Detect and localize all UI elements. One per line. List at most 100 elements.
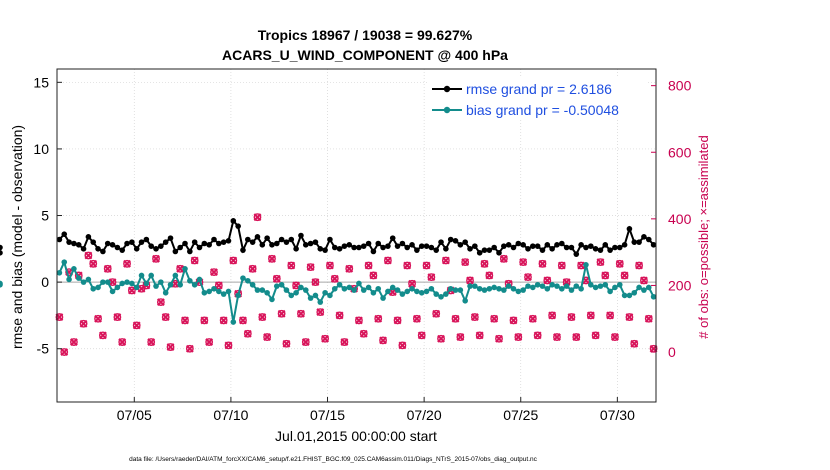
obs-assimilated-point — [359, 329, 368, 338]
bias-point — [201, 289, 208, 296]
obs-possible-point — [475, 331, 484, 340]
data-file-footer: data file: /Users/raeder/DAI/ATM_forcXX/… — [129, 456, 538, 463]
obs-assimilated-point — [335, 311, 344, 320]
rmse-point — [501, 243, 507, 249]
bias-point — [191, 281, 198, 288]
bias-point — [476, 285, 483, 292]
bias-point — [452, 287, 459, 293]
obs-assimilated-point — [528, 314, 537, 323]
rmse-point — [148, 243, 154, 249]
bias-point — [124, 279, 130, 285]
obs-possible-point — [553, 333, 561, 341]
bias-point — [356, 280, 362, 287]
rmse-point — [302, 242, 309, 248]
obs-assimilated-point — [364, 261, 373, 270]
obs-possible-point — [239, 316, 247, 325]
obs-assimilated-point — [239, 316, 247, 325]
obs-possible-point — [335, 311, 344, 320]
bias-point — [496, 285, 502, 292]
rmse-point — [486, 247, 493, 253]
rmse-point — [385, 243, 391, 249]
obs-possible-point — [364, 261, 373, 270]
obs-assimilated-point — [533, 331, 542, 340]
plot-area — [57, 69, 656, 402]
bias-point — [457, 287, 464, 293]
obs-assimilated-point — [456, 333, 465, 341]
bias-point — [602, 281, 609, 288]
obs-possible-point — [437, 334, 445, 343]
rmse-point — [544, 242, 551, 248]
rmse-point — [530, 243, 536, 249]
obs-possible-point — [485, 271, 494, 280]
bias-point — [650, 293, 657, 300]
obs-assimilated-point — [562, 278, 571, 287]
obs-possible-point — [519, 258, 528, 267]
obs-possible-point — [625, 313, 634, 321]
obs-possible-point — [620, 271, 629, 280]
obs-possible-point — [427, 273, 436, 282]
legend-bias-marker — [443, 106, 451, 114]
rmse-point — [143, 236, 150, 243]
obs-possible-point — [200, 316, 209, 325]
obs-possible-point — [611, 333, 619, 341]
obs-possible-point — [422, 261, 431, 270]
obs-possible-point — [470, 313, 479, 321]
rmse-point — [616, 244, 623, 251]
bias-point — [80, 279, 87, 285]
obs-possible-point — [499, 254, 508, 263]
obs-assimilated-point — [514, 333, 523, 341]
bias-point — [534, 281, 541, 288]
bias-point — [211, 285, 217, 292]
rmse-point — [85, 234, 92, 240]
obs-assimilated-point — [577, 261, 586, 270]
obs-possible-point — [301, 338, 310, 346]
obs-possible-point — [572, 333, 581, 341]
obs-assimilated-point — [485, 271, 494, 280]
obs-possible-point — [359, 329, 368, 338]
obs-possible-point — [311, 278, 320, 287]
obs-assimilated-point — [258, 313, 267, 321]
bias-point — [317, 299, 324, 305]
bias-point — [587, 281, 594, 288]
bias-point — [409, 285, 415, 292]
rmse-point — [443, 246, 449, 252]
obs-assimilated-point — [437, 334, 445, 343]
bias-point — [501, 287, 507, 293]
bias-point — [187, 277, 193, 284]
rmse-point — [554, 242, 560, 248]
rmse-point — [621, 242, 628, 248]
bias-point — [0, 280, 3, 287]
obs-possible-point — [374, 314, 383, 323]
bias-point — [143, 280, 150, 287]
rmse-point — [269, 242, 275, 248]
x-tick-label: 07/15 — [310, 407, 345, 423]
y-axis-label-right: # of obs: o=possible; ×=assimilated — [696, 135, 711, 338]
rmse-point — [457, 242, 464, 248]
obs-assimilated-point — [403, 261, 412, 270]
bias-point — [90, 285, 97, 292]
rmse-point — [230, 218, 237, 224]
rmse-point — [447, 236, 454, 243]
bias-point — [341, 285, 348, 292]
bias-point — [119, 280, 126, 287]
obs-assimilated-point — [374, 314, 383, 323]
bias-point — [433, 291, 440, 297]
obs-possible-point — [514, 333, 523, 341]
obs-assimilated-point — [263, 333, 272, 341]
obs-possible-point — [277, 309, 286, 318]
obs-assimilated-point — [229, 256, 238, 265]
bias-point — [288, 292, 295, 299]
rmse-point — [336, 246, 343, 252]
rmse-point — [75, 242, 82, 248]
obs-assimilated-point — [123, 259, 131, 268]
obs-assimilated-point — [606, 311, 615, 320]
obs-possible-point — [306, 263, 315, 272]
y-tick-label-right: 400 — [668, 211, 692, 227]
rmse-point — [360, 243, 367, 249]
y-tick-label-right: 800 — [668, 78, 692, 94]
obs-possible-point — [644, 314, 653, 323]
obs-assimilated-point — [113, 313, 122, 321]
bias-point — [380, 295, 386, 301]
rmse-point — [283, 239, 290, 245]
x-tick-label: 07/25 — [503, 407, 538, 423]
